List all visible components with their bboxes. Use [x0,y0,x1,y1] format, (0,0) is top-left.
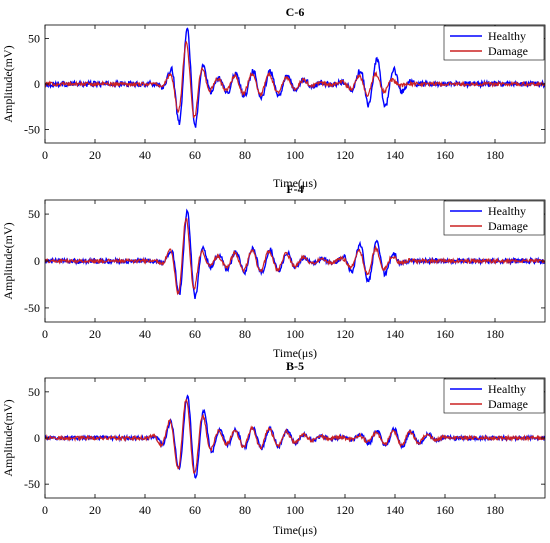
y-tick-label: 0 [34,77,40,91]
y-tick-label: 0 [34,254,40,268]
y-tick-label: 50 [28,207,40,221]
x-tick-label: 80 [239,148,251,162]
x-tick-label: 160 [436,327,454,341]
x-tick-label: 100 [286,503,304,517]
series-line-damage [45,217,545,296]
legend-box [443,378,545,414]
x-tick-label: 160 [436,503,454,517]
y-tick-label: -50 [24,301,40,315]
legend-label-healthy: Healthy [488,382,526,396]
x-tick-label: 0 [42,148,48,162]
x-tick-label: 80 [239,327,251,341]
legend-label-damage: Damage [488,397,528,411]
x-tick-label: 180 [486,327,504,341]
chart-title: B-5 [286,359,304,373]
x-tick-label: 40 [139,148,151,162]
y-axis-label: Amplitude(mV) [1,45,15,122]
chart-panel-c-6: C-60 20 40 60 80 100 120 140 160 180-50050Time(μs… [1,5,546,190]
y-tick-label: 0 [34,431,40,445]
x-tick-label: 80 [239,503,251,517]
y-tick-label: -50 [24,477,40,491]
x-axis-label: Time(μs) [273,346,317,360]
x-tick-label: 140 [386,327,404,341]
x-axis-label: Time(μs) [273,523,317,537]
y-axis-label: Amplitude(mV) [1,222,15,299]
x-tick-label: 140 [386,503,404,517]
x-tick-label: 60 [189,148,201,162]
y-tick-label: 50 [28,32,40,46]
x-tick-label: 100 [286,148,304,162]
x-tick-label: 40 [139,327,151,341]
x-tick-label: 40 [139,503,151,517]
series-line-damage [45,398,545,474]
x-tick-label: 60 [189,327,201,341]
x-tick-label: 180 [486,148,504,162]
legend-label-healthy: Healthy [488,204,526,218]
legend-label-damage: Damage [488,44,528,58]
x-tick-label: 120 [336,148,354,162]
x-tick-label: 0 [42,327,48,341]
y-axis-label: Amplitude(mV) [1,399,15,476]
x-tick-label: 120 [336,327,354,341]
legend-box [443,200,545,236]
y-tick-label: -50 [24,122,40,136]
legend-box [443,25,545,61]
chart-panel-f-4: F-40 20 40 60 80 100 120 140 160 180-50050Time(μs… [1,182,546,360]
x-tick-label: 20 [89,327,101,341]
x-tick-label: 0 [42,503,48,517]
x-axis-label: Time(μs) [273,176,317,190]
legend-label-healthy: Healthy [488,29,526,43]
legend-label-damage: Damage [488,219,528,233]
x-tick-label: 20 [89,503,101,517]
chart-panel-b-5: B-50 20 40 60 80 100 120 140 160 180-50050Time(μs… [1,359,546,537]
x-tick-label: 160 [436,148,454,162]
chart-title: C-6 [286,5,305,19]
x-tick-label: 20 [89,148,101,162]
series-line-damage [45,40,545,119]
x-tick-label: 100 [286,327,304,341]
x-tick-label: 60 [189,503,201,517]
x-tick-label: 120 [336,503,354,517]
x-tick-label: 140 [386,148,404,162]
chart-title: F-4 [286,182,303,196]
y-tick-label: 50 [28,385,40,399]
x-tick-label: 180 [486,503,504,517]
